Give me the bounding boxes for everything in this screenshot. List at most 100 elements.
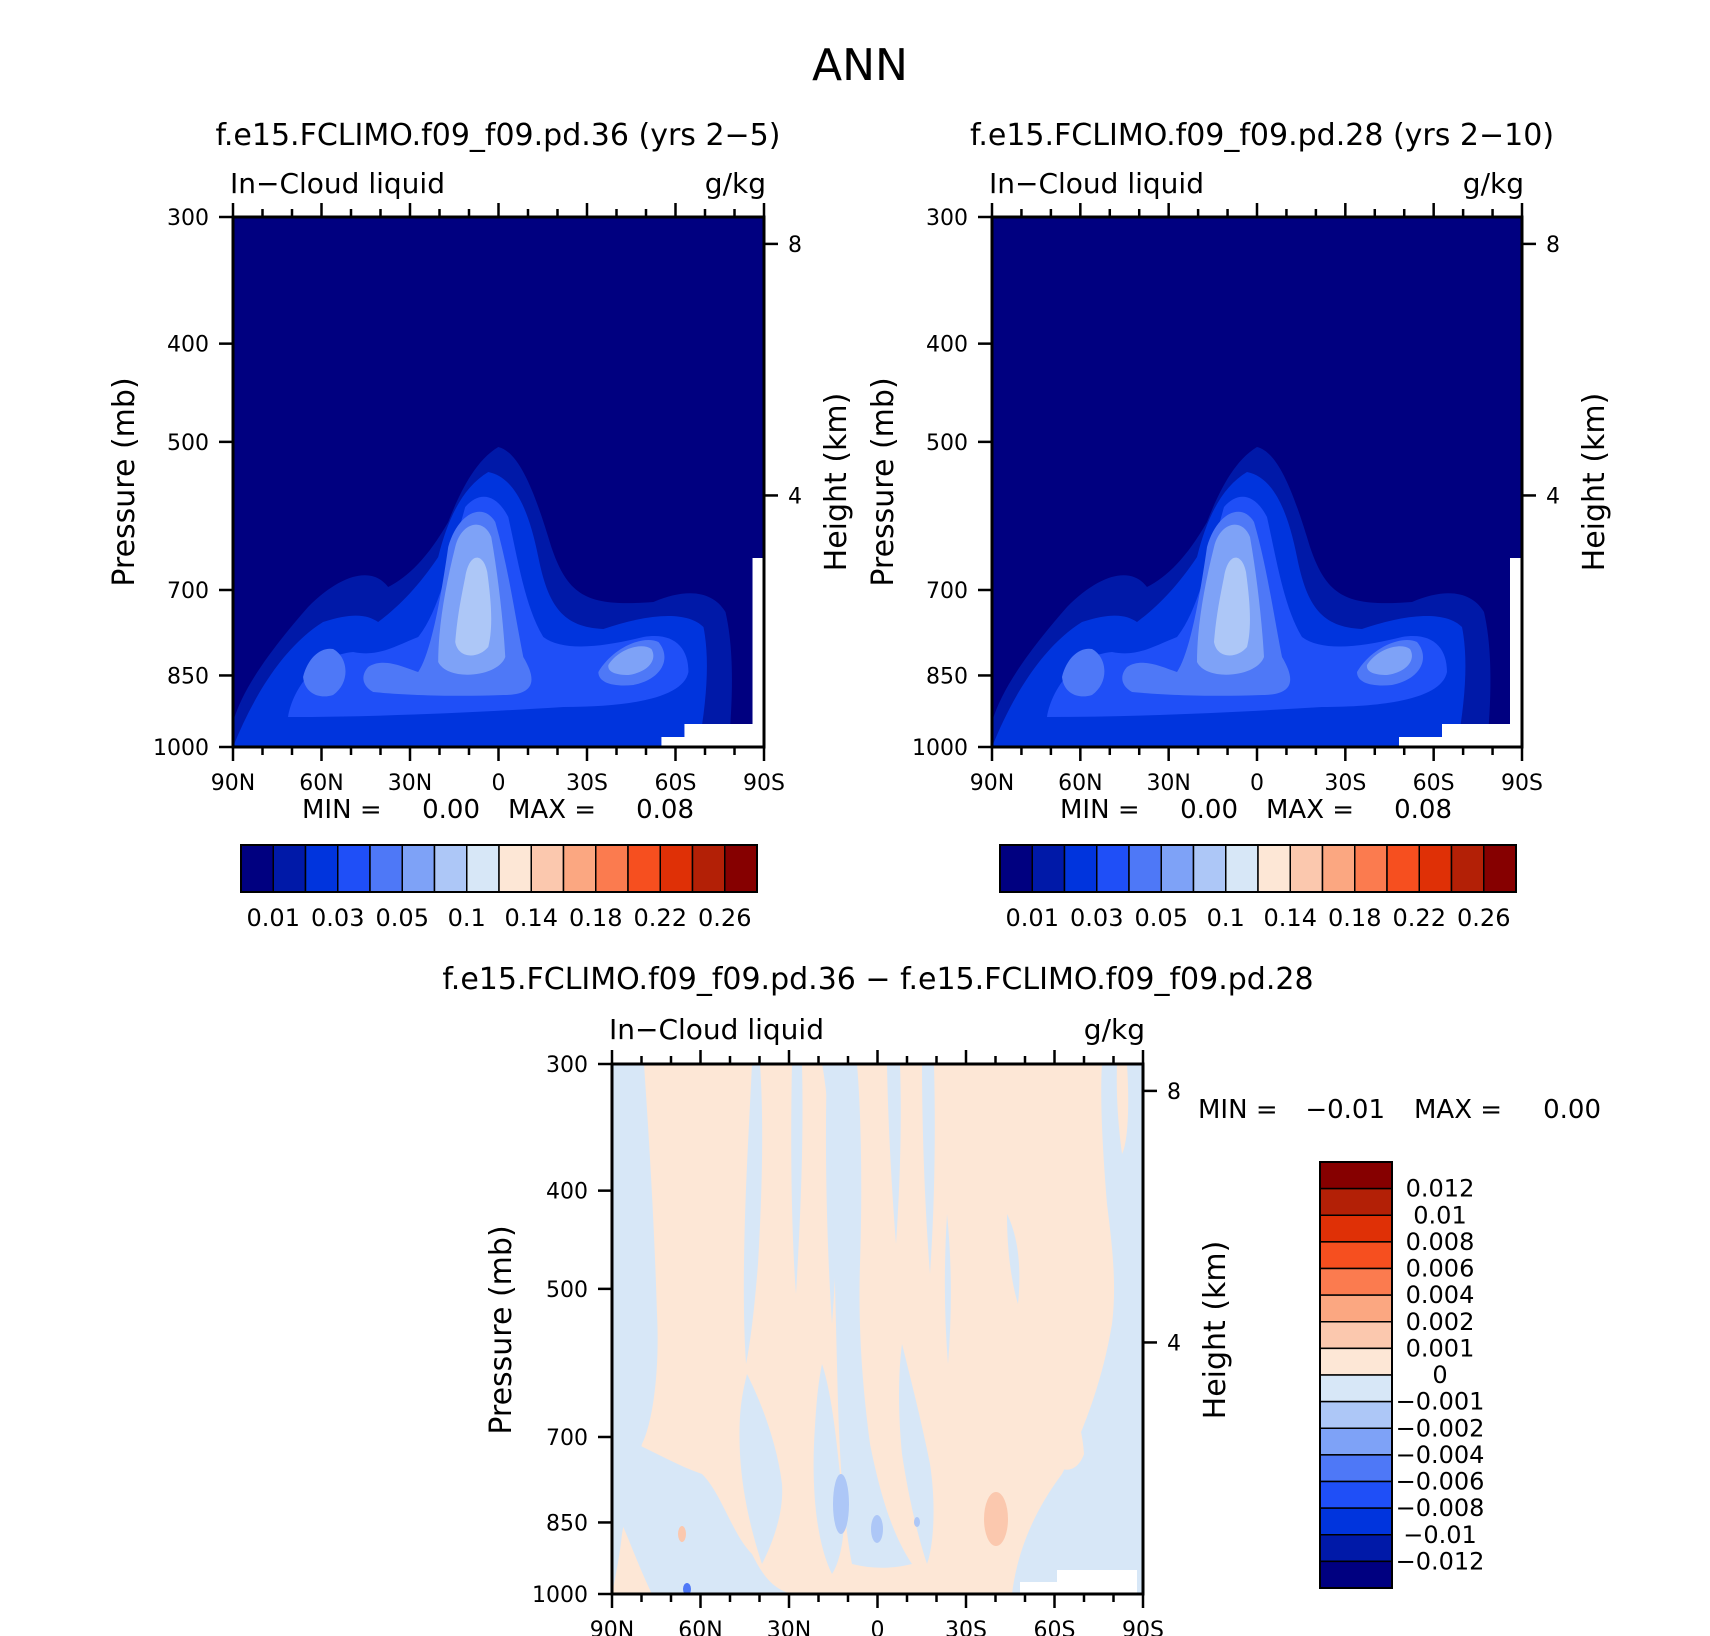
diff-negative-region <box>791 1064 803 1294</box>
panel-a-title: f.e15.FCLIMO.f09_f09.pd.36 (yrs 2−5) <box>216 118 781 153</box>
y-tick-label: 1000 <box>912 736 968 761</box>
colorbar-swatch <box>433 844 468 893</box>
panel-c-title: f.e15.FCLIMO.f09_f09.pd.36 − f.e15.FCLIM… <box>442 962 1313 997</box>
stat-max-value: 0.08 <box>1394 795 1452 825</box>
panel-b-axes: 90N 60N 30N 0 30S 60S 90S 300 400 500 700 850 1000 8 4 <box>912 203 1560 796</box>
y-tick-label: 1000 <box>153 736 209 761</box>
diff-minimum <box>914 1517 920 1527</box>
panel-c-variable: In−Cloud liquid <box>609 1013 824 1046</box>
colorbar-label: 0.01 <box>1413 1201 1466 1229</box>
colorbar-label: 0.012 <box>1406 1175 1475 1203</box>
colorbar-label: 0.002 <box>1406 1308 1475 1336</box>
y-tick-label: 400 <box>167 333 209 358</box>
colorbar-label: 0.14 <box>1264 904 1317 932</box>
diff-negative-region <box>887 1064 901 1244</box>
colorbar-swatch <box>240 844 274 893</box>
colorbar-swatch <box>401 844 436 893</box>
colorbar-swatch <box>1321 844 1356 893</box>
x-tick-label: 30S <box>566 771 608 796</box>
colorbar-swatch <box>1319 1427 1393 1456</box>
colorbar-swatch <box>1063 844 1098 893</box>
colorbar-swatch <box>369 844 403 893</box>
colorbar-label: −0.001 <box>1396 1388 1485 1416</box>
colorbar-label: 0.1 <box>1207 904 1245 932</box>
colorbar-swatch <box>466 844 500 893</box>
y-tick-label: 500 <box>167 431 209 456</box>
x-tick-label: 60S <box>655 771 697 796</box>
colorbar-swatch <box>1128 844 1162 893</box>
x-tick-label: 0 <box>871 1618 885 1636</box>
y-tick-label: 500 <box>546 1278 588 1303</box>
x-tick-label: 90S <box>1122 1618 1164 1636</box>
colorbar-swatch <box>1319 1241 1393 1270</box>
panel-b-ylabel: Pressure (mb) <box>866 377 901 586</box>
colorbar-swatch <box>1319 1507 1393 1536</box>
diff-minimum <box>833 1474 849 1534</box>
panel-c-axes: 90N 60N 30N 0 30S 60S 90S 300 400 500 700 850 1000 8 4 <box>532 1050 1181 1636</box>
colorbar-label: −0.006 <box>1396 1468 1485 1496</box>
missing-region <box>1399 737 1522 747</box>
colorbar-swatch <box>1096 844 1130 893</box>
colorbar-swatch <box>272 844 307 893</box>
y-tick-label: 850 <box>167 664 209 689</box>
colorbar-swatch <box>1289 844 1324 893</box>
y2-tick-label: 8 <box>1167 1080 1181 1105</box>
x-tick-label: 60N <box>299 771 343 796</box>
panel-model-a: f.e15.FCLIMO.f09_f09.pd.36 (yrs 2−5) In−… <box>107 118 854 932</box>
panel-c-stats: MIN = −0.01 MAX = 0.00 <box>1198 1095 1601 1125</box>
diff-minimum <box>683 1583 691 1594</box>
panel-b-field <box>992 217 1522 747</box>
figure-title: ANN <box>812 40 908 91</box>
x-tick-label: 60S <box>1413 771 1455 796</box>
diff-positive-region <box>1067 1064 1096 1164</box>
panel-b-stats: MIN = 0.00 MAX = 0.08 <box>1060 795 1452 825</box>
colorbar-label: 0.22 <box>1393 904 1446 932</box>
panel-b-y2label: Height (km) <box>1577 393 1612 572</box>
diff-positive-region <box>1044 1364 1084 1470</box>
colorbar-swatch <box>1160 844 1195 893</box>
panel-c-colorbar: 0.0120.010.0080.0060.0040.0020.0010−0.00… <box>1319 1161 1485 1589</box>
y2-tick-label: 4 <box>1546 484 1560 509</box>
stat-max-label: MAX = <box>1414 1095 1502 1125</box>
colorbar-swatch <box>724 844 758 893</box>
diff-maximum <box>984 1492 1008 1546</box>
colorbar-swatch <box>337 844 371 893</box>
colorbar-swatch <box>1450 844 1485 893</box>
y-tick-label: 850 <box>926 664 968 689</box>
colorbar-border <box>1319 1161 1393 1589</box>
contour-level-6 <box>1197 524 1412 675</box>
y-tick-label: 700 <box>926 579 968 604</box>
colorbar-label: 0.008 <box>1406 1228 1475 1256</box>
diff-negative-region <box>1012 1064 1143 1594</box>
stat-max-value: 0.00 <box>1543 1095 1601 1125</box>
contour-level-6 <box>438 524 654 675</box>
diff-negative-region <box>1007 1214 1020 1304</box>
colorbar-swatch <box>1319 1534 1393 1563</box>
colorbar-label: 0.004 <box>1406 1281 1475 1309</box>
panel-c-y2label: Height (km) <box>1198 1241 1233 1420</box>
panel-b-variable: In−Cloud liquid <box>989 167 1204 200</box>
panel-a-colorbar: 0.01 0.03 0.05 0.1 0.14 0.18 0.22 0.26 <box>240 844 758 932</box>
colorbar-swatch <box>1319 1480 1393 1509</box>
colorbar-border <box>999 844 1517 893</box>
x-tick-label: 90S <box>1501 771 1543 796</box>
missing-region <box>752 558 764 747</box>
y2-tick-label: 8 <box>788 233 802 258</box>
x-tick-label: 0 <box>492 771 506 796</box>
colorbar-label: 0.01 <box>1006 904 1059 932</box>
y-tick-label: 700 <box>167 579 209 604</box>
colorbar-border <box>240 844 758 893</box>
colorbar-swatch <box>498 844 532 893</box>
panel-a-units: g/kg <box>705 167 766 200</box>
y-tick-label: 500 <box>926 431 968 456</box>
colorbar-label: 0.05 <box>1135 904 1188 932</box>
stat-max-label: MAX = <box>508 795 596 825</box>
x-tick-label: 60N <box>678 1618 722 1636</box>
diff-negative-region <box>822 1064 912 1568</box>
x-tick-label: 60N <box>1058 771 1102 796</box>
colorbar-label: −0.002 <box>1396 1414 1485 1442</box>
colorbar-swatch <box>1319 1161 1393 1190</box>
stat-min-value: −0.01 <box>1305 1095 1385 1125</box>
colorbar-swatch <box>1319 1454 1393 1483</box>
